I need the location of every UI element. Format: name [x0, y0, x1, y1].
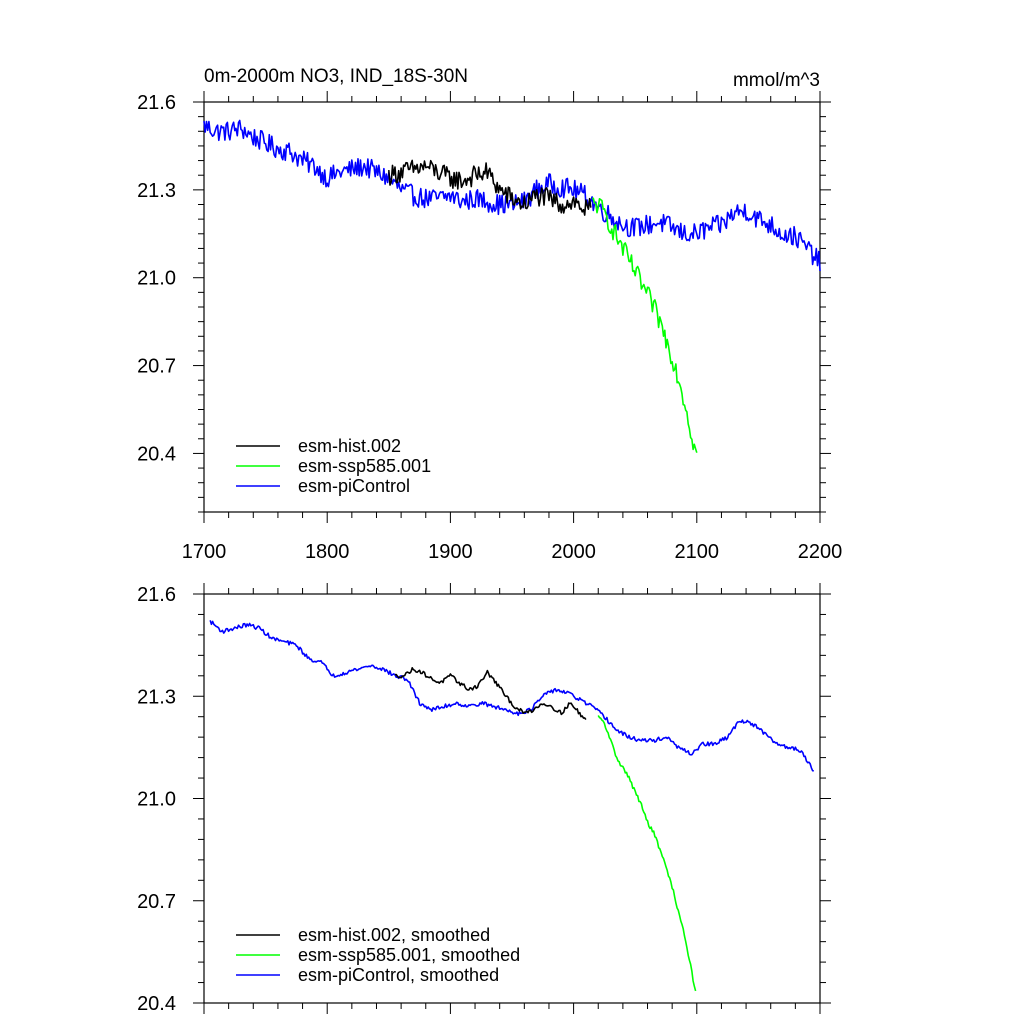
bottom-panel: 20.4 20.7 21.0 21.3 21.6 esm-hist.002, smoot…: [137, 583, 831, 1015]
series-line-esm-hist-002: [388, 159, 592, 216]
legend-label: esm-hist.002: [298, 436, 401, 456]
legend-label: esm-piControl, smoothed: [298, 965, 499, 985]
y-tick-label: 21.6: [137, 584, 176, 606]
y-tick-label: 21.3: [137, 686, 176, 708]
legend-label: esm-ssp585.001: [298, 456, 431, 476]
y-tick-label: 21.3: [137, 180, 176, 202]
top-panel: 0m-2000m NO3, IND_18S-30N mmol/m^3 1700 1…: [137, 66, 842, 563]
series-line-esm-hist-002-smoothed: [394, 666, 587, 721]
legend-label: esm-hist.002, smoothed: [298, 925, 490, 945]
series-line-esm-ssp585-001-smoothed: [597, 715, 697, 992]
series-line-esm-ssp585-001: [591, 197, 698, 453]
y-tick-label: 21.0: [137, 789, 176, 811]
series-line-esm-picontrol-smoothed: [209, 620, 814, 772]
x-tick-label: 1700: [182, 541, 227, 563]
y-tick-label: 20.7: [137, 891, 176, 913]
legend-label: esm-piControl: [298, 476, 410, 496]
x-tick-label: 1900: [428, 541, 473, 563]
x-tick-label: 2000: [551, 541, 596, 563]
y-tick-label: 20.4: [137, 993, 176, 1015]
units-label: mmol/m^3: [733, 70, 820, 91]
y-tick-label: 21.0: [137, 268, 176, 290]
bottom-axes: 20.4 20.7 21.0 21.3 21.6: [137, 583, 831, 1015]
y-tick-label: 20.7: [137, 356, 176, 378]
x-tick-label: 2100: [675, 541, 720, 563]
bottom-series-lines: [209, 620, 814, 992]
x-tick-label: 2200: [798, 541, 843, 563]
y-tick-label: 21.6: [137, 92, 176, 114]
x-tick-label: 1800: [305, 541, 350, 563]
legend-label: esm-ssp585.001, smoothed: [298, 945, 520, 965]
top-axes: 1700 1800 1900 2000 2100 2200 20.4 20.7 21.0 21.3…: [137, 91, 842, 563]
top-series-lines: [203, 119, 821, 453]
y-tick-label: 20.4: [137, 443, 176, 465]
chart-title: 0m-2000m NO3, IND_18S-30N: [204, 66, 468, 87]
